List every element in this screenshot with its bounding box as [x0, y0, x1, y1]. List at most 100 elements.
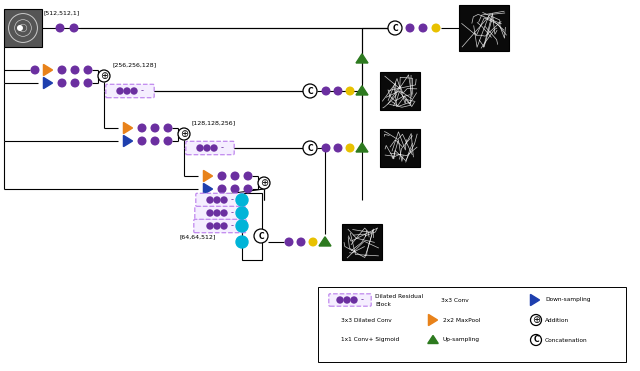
Text: [256,256,128]: [256,256,128]: [112, 62, 156, 67]
Text: [512,512,1]: [512,512,1]: [43, 10, 79, 15]
Text: ⊕: ⊕: [532, 315, 540, 325]
Text: -: -: [231, 209, 234, 217]
Polygon shape: [356, 86, 368, 95]
Text: -: -: [141, 86, 144, 95]
Polygon shape: [319, 237, 331, 246]
Text: C: C: [392, 23, 398, 33]
Text: ⊕: ⊕: [180, 129, 188, 139]
Circle shape: [432, 24, 440, 32]
Text: -: -: [221, 144, 224, 152]
FancyBboxPatch shape: [319, 286, 627, 361]
Circle shape: [309, 238, 317, 246]
Text: C: C: [533, 335, 539, 345]
Circle shape: [303, 141, 317, 155]
Circle shape: [344, 297, 350, 303]
Circle shape: [236, 207, 248, 219]
Circle shape: [236, 220, 248, 232]
FancyBboxPatch shape: [342, 224, 382, 260]
Circle shape: [334, 87, 342, 95]
Text: [128,128,256]: [128,128,256]: [192, 120, 236, 125]
Circle shape: [31, 66, 39, 74]
Polygon shape: [204, 170, 212, 181]
Circle shape: [131, 88, 137, 94]
FancyBboxPatch shape: [194, 219, 246, 233]
Circle shape: [151, 124, 159, 132]
Circle shape: [231, 185, 239, 193]
Circle shape: [56, 24, 64, 32]
Polygon shape: [44, 78, 52, 89]
Circle shape: [258, 177, 270, 189]
FancyBboxPatch shape: [380, 129, 420, 167]
Text: Down-sampling: Down-sampling: [545, 298, 591, 302]
Circle shape: [211, 145, 217, 151]
Text: [64,64,512]: [64,64,512]: [180, 234, 216, 239]
Circle shape: [285, 238, 292, 246]
Circle shape: [117, 88, 123, 94]
Circle shape: [388, 21, 402, 35]
Circle shape: [322, 144, 330, 152]
Circle shape: [98, 70, 110, 82]
Circle shape: [221, 223, 227, 229]
FancyBboxPatch shape: [196, 193, 244, 207]
Circle shape: [254, 229, 268, 243]
Polygon shape: [204, 183, 212, 195]
Circle shape: [328, 335, 338, 345]
Circle shape: [207, 210, 213, 216]
FancyBboxPatch shape: [4, 9, 42, 47]
Text: C: C: [258, 232, 264, 240]
Polygon shape: [44, 65, 52, 76]
Circle shape: [322, 87, 330, 95]
Circle shape: [221, 210, 227, 216]
Polygon shape: [356, 143, 368, 152]
Text: ⊕: ⊕: [100, 71, 108, 81]
Text: -: -: [361, 295, 364, 305]
Circle shape: [221, 197, 227, 203]
Text: Dilated Residual: Dilated Residual: [375, 295, 423, 299]
Circle shape: [84, 66, 92, 74]
Text: 2x2 MaxPool: 2x2 MaxPool: [443, 318, 481, 322]
Polygon shape: [124, 122, 132, 134]
Circle shape: [207, 223, 213, 229]
Circle shape: [18, 26, 22, 30]
Circle shape: [197, 145, 203, 151]
Circle shape: [531, 335, 541, 345]
Circle shape: [218, 172, 226, 180]
Circle shape: [58, 79, 66, 87]
Circle shape: [531, 315, 541, 325]
Circle shape: [164, 124, 172, 132]
Circle shape: [334, 144, 342, 152]
Circle shape: [138, 124, 146, 132]
Circle shape: [138, 137, 146, 145]
Circle shape: [419, 24, 427, 32]
Text: C: C: [307, 86, 313, 95]
Circle shape: [71, 79, 79, 87]
Circle shape: [214, 210, 220, 216]
Circle shape: [58, 66, 66, 74]
Circle shape: [204, 145, 210, 151]
FancyBboxPatch shape: [329, 294, 371, 306]
Circle shape: [428, 295, 438, 305]
Circle shape: [236, 194, 248, 206]
Text: Up-sampling: Up-sampling: [443, 338, 480, 342]
Polygon shape: [428, 314, 438, 326]
Circle shape: [244, 172, 252, 180]
Circle shape: [337, 297, 343, 303]
Text: C: C: [307, 144, 313, 152]
Circle shape: [303, 84, 317, 98]
FancyBboxPatch shape: [459, 5, 509, 51]
FancyBboxPatch shape: [195, 206, 245, 220]
Circle shape: [218, 185, 226, 193]
Circle shape: [297, 238, 305, 246]
Polygon shape: [356, 54, 368, 63]
Text: Addition: Addition: [545, 318, 569, 322]
Text: 1x1 Conv+ Sigmoid: 1x1 Conv+ Sigmoid: [341, 338, 399, 342]
Text: -: -: [231, 221, 234, 230]
Circle shape: [164, 137, 172, 145]
Circle shape: [84, 79, 92, 87]
Circle shape: [214, 223, 220, 229]
Circle shape: [71, 66, 79, 74]
Text: Concatenation: Concatenation: [545, 338, 588, 342]
Circle shape: [124, 88, 130, 94]
Polygon shape: [124, 135, 132, 147]
Circle shape: [178, 128, 190, 140]
